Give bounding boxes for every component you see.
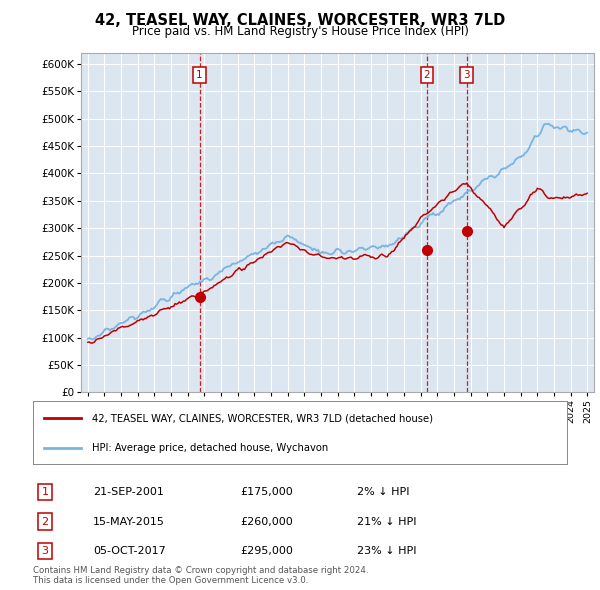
Text: Price paid vs. HM Land Registry's House Price Index (HPI): Price paid vs. HM Land Registry's House … [131,25,469,38]
Text: 23% ↓ HPI: 23% ↓ HPI [357,546,416,556]
Text: Contains HM Land Registry data © Crown copyright and database right 2024.
This d: Contains HM Land Registry data © Crown c… [33,566,368,585]
Text: 05-OCT-2017: 05-OCT-2017 [93,546,166,556]
Text: 42, TEASEL WAY, CLAINES, WORCESTER, WR3 7LD (detached house): 42, TEASEL WAY, CLAINES, WORCESTER, WR3 … [92,414,433,424]
Text: 3: 3 [41,546,49,556]
Text: 1: 1 [196,70,203,80]
Text: 42, TEASEL WAY, CLAINES, WORCESTER, WR3 7LD: 42, TEASEL WAY, CLAINES, WORCESTER, WR3 … [95,13,505,28]
Text: £175,000: £175,000 [240,487,293,497]
Text: 15-MAY-2015: 15-MAY-2015 [93,517,165,526]
Text: 2% ↓ HPI: 2% ↓ HPI [357,487,409,497]
Text: HPI: Average price, detached house, Wychavon: HPI: Average price, detached house, Wych… [92,444,328,453]
Text: 2: 2 [41,517,49,526]
Text: 21-SEP-2001: 21-SEP-2001 [93,487,164,497]
Text: 1: 1 [41,487,49,497]
Text: 2: 2 [424,70,430,80]
Text: £260,000: £260,000 [240,517,293,526]
Text: £295,000: £295,000 [240,546,293,556]
Text: 21% ↓ HPI: 21% ↓ HPI [357,517,416,526]
Text: 3: 3 [463,70,470,80]
